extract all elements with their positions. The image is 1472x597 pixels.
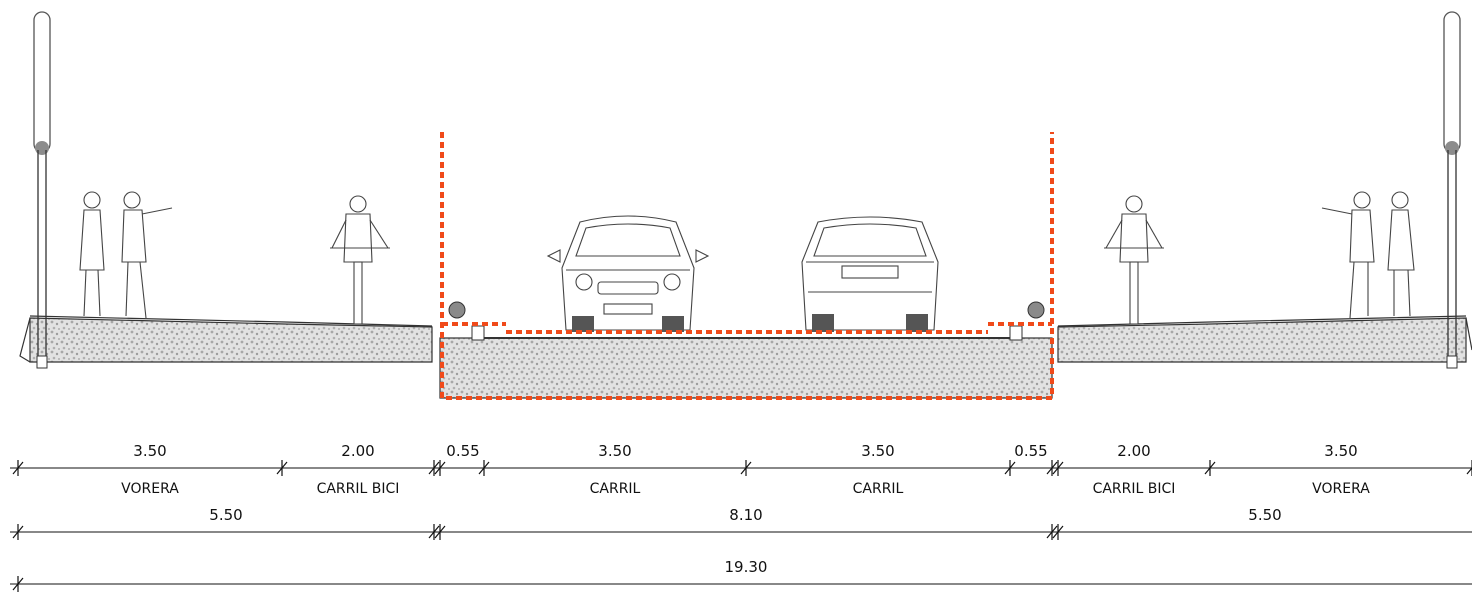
pedestrian-icon [1321, 191, 1375, 319]
dimension-value: 3.50 [133, 442, 166, 460]
right-kerb [1009, 325, 1023, 341]
street-lamp-icon [1443, 11, 1461, 369]
dimension-value: 0.55 [1014, 442, 1047, 460]
dimension-value: 2.00 [341, 442, 374, 460]
dimension-tick [1466, 467, 1472, 475]
left-edge [19, 317, 31, 363]
bollard-icon [448, 301, 466, 319]
dimension-total-value: 19.30 [725, 558, 768, 576]
dimension-label: VORERA [121, 481, 179, 497]
car-front-icon [546, 215, 710, 332]
right-sidewalk-slab [1057, 317, 1467, 363]
bollard-icon [1027, 301, 1045, 319]
dimension-value: 2.00 [1117, 442, 1150, 460]
dimension-label: CARRIL BICI [317, 481, 400, 497]
left-sidewalk-slab [29, 317, 433, 363]
pedestrian-icon [1387, 191, 1415, 317]
dimension-value: 5.50 [1248, 506, 1281, 524]
left-surface-line [29, 315, 433, 327]
left-kerb [471, 325, 485, 341]
dimension-value: 3.50 [598, 442, 631, 460]
dimension-value: 3.50 [1324, 442, 1357, 460]
street-lamp-icon [33, 11, 51, 369]
ground-layers [19, 315, 1472, 399]
right-surface-line [1057, 315, 1467, 327]
pedestrian-icon [79, 191, 105, 317]
dimension-label: VORERA [1312, 481, 1370, 497]
dimension-value: 5.50 [209, 506, 242, 524]
pedestrian-icon [121, 191, 173, 319]
dimension-value: 3.50 [861, 442, 894, 460]
car-rear-icon [801, 216, 939, 332]
cyclist-icon [330, 195, 390, 325]
dimension-label: CARRIL [853, 481, 904, 497]
right-edge [1465, 317, 1472, 351]
dimension-label: CARRIL BICI [1093, 481, 1176, 497]
dimension-value: 0.55 [446, 442, 479, 460]
cyclist-icon [1104, 195, 1164, 325]
carriageway-base [439, 337, 1053, 399]
dimension-label: CARRIL [590, 481, 641, 497]
dimension-chains: 3.50 VORERA 2.00 CARRIL BICI 0.55 3.50 CARRIL 3… [10, 442, 1472, 592]
intervention-boundary [440, 132, 1054, 400]
dimension-value: 8.10 [729, 506, 762, 524]
